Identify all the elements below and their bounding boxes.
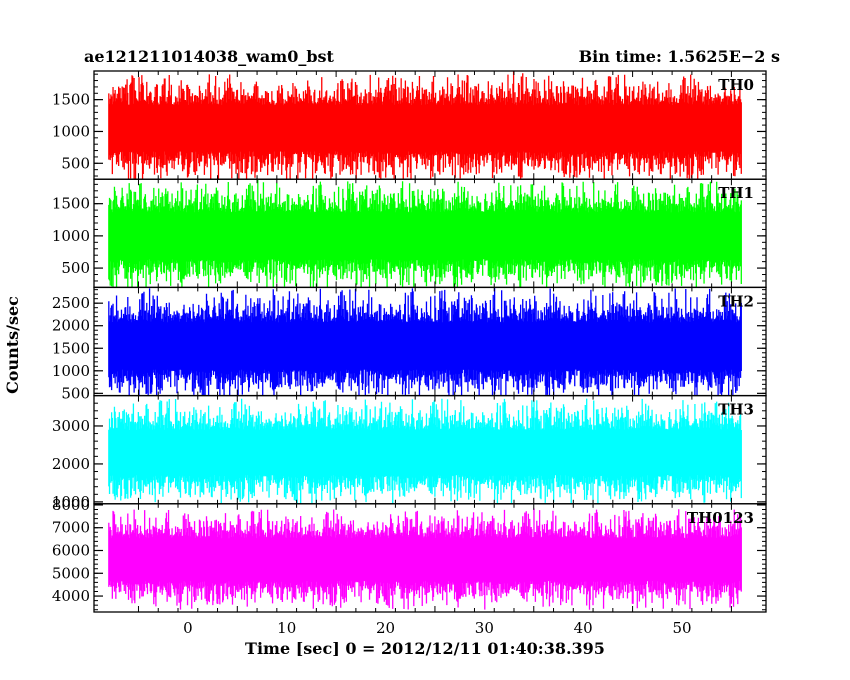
y-tick-label: 7000 [52, 519, 90, 537]
y-tick-label: 1000 [52, 227, 90, 245]
panel-th0123: 4000 5000 6000 7000 8000 TH0123 [52, 496, 767, 613]
plot-title: ae121211014038_wam0_bst [84, 47, 335, 66]
y-tick-label: 2000 [52, 455, 90, 473]
y-tick-label: 1000 [52, 122, 90, 140]
y-tick-label: 500 [61, 154, 90, 172]
panels: 500 1000 1500 TH0 500 1000 1500 TH1 500 1000 1500 2… [52, 70, 767, 613]
series-core-th2 [108, 323, 742, 369]
panel-label-th1: TH1 [718, 184, 754, 202]
x-tick-label: 20 [376, 619, 395, 637]
panel-label-th3: TH3 [718, 401, 754, 419]
y-tick-label: 5000 [52, 564, 90, 582]
y-tick-label: 2500 [52, 294, 90, 312]
x-tick-label: 30 [475, 619, 494, 637]
series-core-th3 [108, 431, 742, 474]
y-tick-label: 1500 [52, 195, 90, 213]
panel-label-th0: TH0 [718, 76, 754, 94]
y-tick-label: 2000 [52, 317, 90, 335]
panel-th2: 500 1000 1500 2000 2500 TH2 [52, 286, 767, 402]
y-tick-label: 1500 [52, 339, 90, 357]
panel-th3: 1000 2000 3000 TH3 [52, 394, 767, 511]
y-tick-label: 1500 [52, 91, 90, 109]
x-tick-label: 50 [672, 619, 691, 637]
series-core-th0 [108, 106, 742, 151]
x-tick-label: 40 [574, 619, 593, 637]
y-axis-title: Counts/sec [3, 296, 22, 394]
series-core-th0123 [108, 539, 742, 580]
panel-label-th2: TH2 [718, 292, 754, 310]
panel-th0: 500 1000 1500 TH0 [52, 70, 767, 180]
panel-th1: 500 1000 1500 TH1 [52, 178, 767, 289]
y-tick-label: 3000 [52, 417, 90, 435]
y-tick-label: 500 [61, 384, 90, 402]
y-tick-label: 4000 [52, 587, 90, 605]
y-tick-label: 500 [61, 259, 90, 277]
y-tick-label: 6000 [52, 541, 90, 559]
y-tick-label: 1000 [52, 493, 90, 511]
bin-time-label: Bin time: 1.5625E−2 s [579, 47, 780, 66]
x-axis-title: Time [sec] 0 = 2012/12/11 01:40:38.395 [245, 639, 605, 658]
x-tick-label: 0 [183, 619, 193, 637]
y-tick-label: 1000 [52, 362, 90, 380]
x-axis-tick-labels: 0 10 20 30 40 50 [183, 619, 691, 637]
series-core-th1 [108, 213, 742, 259]
y-tick-label: 8000 [52, 496, 90, 514]
panel-label-th0123: TH0123 [687, 509, 754, 527]
x-tick-label: 10 [277, 619, 296, 637]
panel-frame [93, 503, 767, 613]
